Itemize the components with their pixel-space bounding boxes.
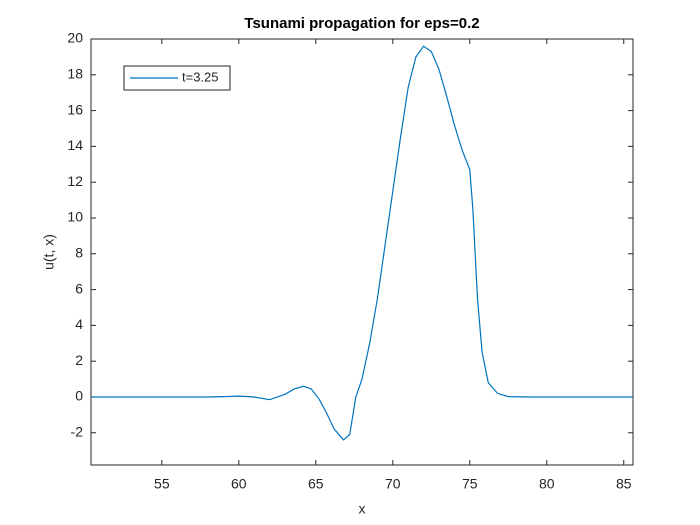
y-tick-label: 18 (67, 66, 83, 82)
y-axis-label: u(t, x) (41, 234, 57, 270)
chart-title: Tsunami propagation for eps=0.2 (244, 15, 479, 32)
y-tick-label: 20 (67, 30, 83, 46)
y-tick-label: 12 (67, 173, 83, 189)
y-tick-label: 0 (75, 388, 83, 404)
x-tick-label: 80 (539, 476, 555, 492)
y-tick-label: 6 (75, 280, 83, 296)
x-tick-label: 70 (385, 476, 401, 492)
y-tick-label: 14 (67, 137, 83, 153)
x-tick-label: 85 (616, 476, 632, 492)
data-line (91, 45, 633, 441)
plot-area (90, 38, 634, 466)
y-tick-label: 16 (67, 101, 83, 117)
y-tick-label: 8 (75, 244, 83, 260)
x-tick-label: 65 (308, 476, 324, 492)
x-axis-label: x (359, 501, 366, 517)
y-tick-label: -2 (71, 423, 84, 439)
x-tick-label: 60 (231, 476, 247, 492)
y-tick-label: 4 (75, 316, 83, 332)
x-tick-label: 75 (462, 476, 478, 492)
legend-label: t=3.25 (182, 69, 219, 84)
x-tick-label: 55 (154, 476, 170, 492)
y-tick-label: 10 (67, 209, 83, 225)
y-tick-label: 2 (75, 352, 83, 368)
